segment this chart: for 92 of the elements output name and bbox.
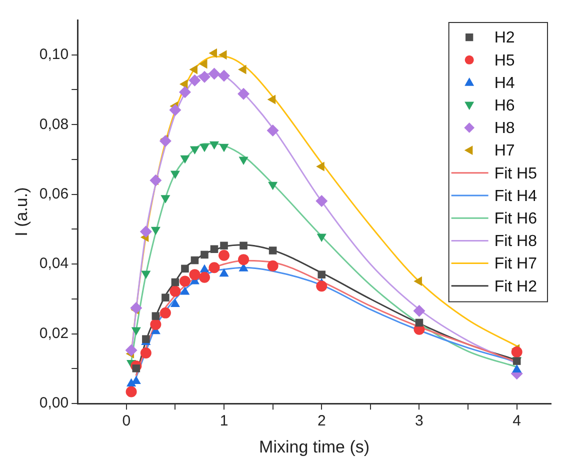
point <box>238 254 250 266</box>
point <box>189 64 198 74</box>
point <box>162 294 170 302</box>
point <box>316 194 328 207</box>
point <box>178 86 191 98</box>
point <box>238 88 250 100</box>
point <box>208 48 217 58</box>
point <box>198 59 208 69</box>
point <box>218 50 227 60</box>
x-tick-label: 4 <box>512 412 522 430</box>
point <box>316 280 328 292</box>
y-tick-label: 0,06 <box>39 186 69 203</box>
point <box>240 242 248 250</box>
point <box>210 245 218 254</box>
legend-label: H5 <box>494 52 515 70</box>
point <box>219 144 229 152</box>
point <box>125 344 138 356</box>
y-tick-label: 0,10 <box>39 46 69 64</box>
point <box>209 141 220 150</box>
point <box>170 286 181 297</box>
point <box>171 278 180 286</box>
y-tick-label: 0,08 <box>39 116 69 133</box>
point <box>181 264 189 273</box>
point <box>150 174 162 186</box>
legend-label: Fit H4 <box>494 188 538 205</box>
point <box>198 70 210 83</box>
y-tick-label: 0,02 <box>39 324 69 342</box>
point <box>268 182 278 190</box>
point <box>316 162 324 172</box>
point <box>160 195 170 204</box>
point <box>132 364 140 372</box>
point <box>140 348 152 359</box>
legend-label: H7 <box>494 142 515 160</box>
legend-label: H6 <box>494 98 515 115</box>
point <box>198 272 210 283</box>
point <box>160 307 171 318</box>
legend-label: H8 <box>494 120 515 138</box>
y-tick-label: 0,00 <box>39 394 69 412</box>
point <box>208 68 220 80</box>
point <box>220 242 228 250</box>
legend-label: Fit H7 <box>494 256 538 273</box>
point <box>170 170 180 179</box>
y-tick-label: 0,04 <box>39 255 69 272</box>
point <box>190 256 199 264</box>
x-axis-title: Mixing time (s) <box>259 437 370 456</box>
point <box>140 226 152 238</box>
point <box>188 74 201 86</box>
point <box>218 250 230 261</box>
point <box>267 94 276 104</box>
point <box>267 260 278 272</box>
point <box>200 250 208 259</box>
point <box>219 268 229 277</box>
point <box>152 312 160 320</box>
point <box>413 304 426 317</box>
point <box>130 302 142 314</box>
x-tick-label: 3 <box>415 412 424 430</box>
point <box>268 246 277 254</box>
point <box>208 262 220 274</box>
point <box>159 135 172 148</box>
point <box>126 386 137 398</box>
point <box>190 146 200 155</box>
point <box>415 318 424 327</box>
point <box>200 144 210 152</box>
point <box>179 276 190 287</box>
x-tick-label: 0 <box>122 412 131 430</box>
point <box>316 234 326 242</box>
point <box>266 124 279 137</box>
point <box>150 318 162 330</box>
legend-label: Fit H5 <box>494 165 538 182</box>
point <box>238 64 246 74</box>
point <box>218 70 230 82</box>
point <box>318 270 326 278</box>
x-tick-label: 1 <box>220 412 228 430</box>
point <box>180 155 190 164</box>
point <box>512 364 522 373</box>
point <box>169 104 182 116</box>
point <box>180 286 190 295</box>
point <box>150 226 160 236</box>
point <box>170 298 180 307</box>
legend-label: Fit H6 <box>494 210 538 228</box>
x-tick-label: 2 <box>317 412 326 430</box>
legend-label: Fit H2 <box>494 278 538 296</box>
point <box>200 264 210 272</box>
y-axis-title: I (a.u.) <box>12 187 31 236</box>
legend-label: Fit H8 <box>494 233 538 250</box>
point <box>179 79 188 89</box>
legend-label: H4 <box>494 74 515 92</box>
point <box>238 156 248 165</box>
legend-label: H2 <box>494 30 515 47</box>
point <box>189 269 200 280</box>
point <box>414 276 422 286</box>
point <box>511 346 522 358</box>
